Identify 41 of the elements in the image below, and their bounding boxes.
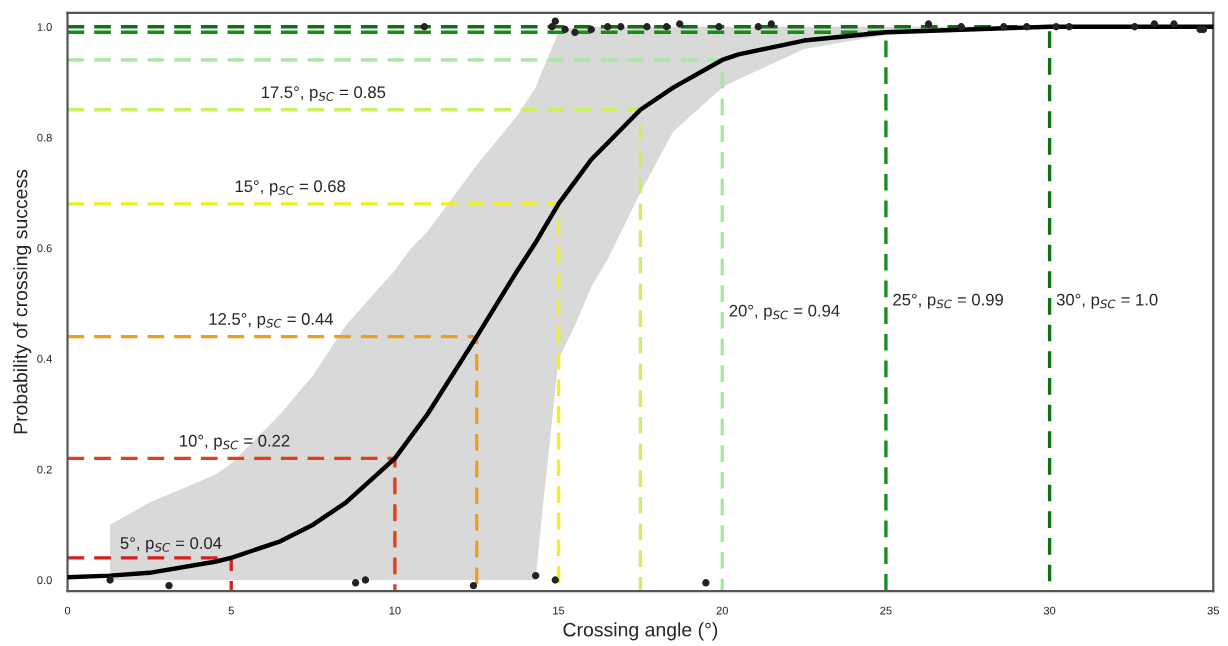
point xyxy=(1023,23,1031,31)
point xyxy=(551,17,559,25)
annotation: 25°, p$_{SC}$ = 0.99 xyxy=(893,293,1003,309)
point xyxy=(924,20,933,28)
x-axis-title: Crossing angle (°) xyxy=(563,622,718,641)
point xyxy=(561,25,569,34)
annotation: 5°, p$_{SC}$ = 0.04 xyxy=(120,537,222,553)
point xyxy=(106,576,114,584)
point xyxy=(754,23,762,31)
point xyxy=(165,581,173,590)
point xyxy=(767,20,776,28)
point xyxy=(643,23,651,31)
point xyxy=(551,576,559,584)
point xyxy=(420,23,429,31)
point xyxy=(361,576,370,584)
point xyxy=(957,23,965,31)
point xyxy=(1131,23,1139,31)
point xyxy=(715,23,723,31)
annotation: 10°, p$_{SC}$ = 0.22 xyxy=(180,434,290,450)
point xyxy=(571,28,579,36)
point xyxy=(676,20,684,28)
point xyxy=(531,571,540,580)
point xyxy=(1150,20,1159,28)
point xyxy=(1000,23,1008,31)
point xyxy=(603,23,612,31)
annotation: 17.5°, p$_{SC}$ = 0.85 xyxy=(261,86,386,102)
point xyxy=(1170,20,1178,28)
point xyxy=(617,23,625,31)
annotation: 20°, p$_{SC}$ = 0.94 xyxy=(729,304,840,320)
annotation: 30°, p$_{SC}$ = 1.0 xyxy=(1056,293,1158,309)
point xyxy=(587,25,595,34)
annotation: 12.5°, p$_{SC}$ = 0.44 xyxy=(209,313,334,329)
y-axis-title: Probability of crossing success xyxy=(13,169,32,434)
point xyxy=(662,23,671,31)
point xyxy=(548,23,556,31)
point xyxy=(469,581,478,590)
point xyxy=(351,579,360,587)
point xyxy=(1052,23,1060,31)
point xyxy=(702,579,710,587)
point xyxy=(1065,23,1073,31)
annotation: 15°, p$_{SC}$ = 0.68 xyxy=(235,180,346,196)
